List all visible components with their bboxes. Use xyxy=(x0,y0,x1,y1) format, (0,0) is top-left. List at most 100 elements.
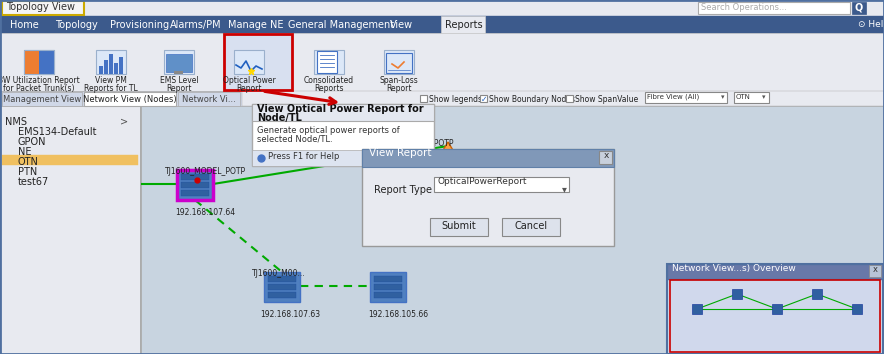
Text: Report: Report xyxy=(236,84,262,93)
Text: OTN: OTN xyxy=(18,157,39,167)
Text: Press F1 for Help: Press F1 for Help xyxy=(268,152,339,161)
Text: x: x xyxy=(603,152,609,160)
Bar xyxy=(24,50,54,74)
Text: Generate optical power reports of: Generate optical power reports of xyxy=(257,126,400,135)
Text: Report: Report xyxy=(166,84,192,93)
Bar xyxy=(0,0,884,16)
Bar xyxy=(434,177,569,192)
Bar xyxy=(181,190,209,196)
Text: Consolidated: Consolidated xyxy=(304,76,354,85)
Text: View: View xyxy=(390,20,413,30)
Bar xyxy=(667,264,883,279)
Bar xyxy=(645,92,727,103)
Text: Network View...s) Overview: Network View...s) Overview xyxy=(672,263,796,273)
Bar xyxy=(370,272,406,302)
Text: ⊙ Help: ⊙ Help xyxy=(858,20,884,29)
Bar xyxy=(732,289,742,299)
Text: OEL_POTP: OEL_POTP xyxy=(416,138,454,147)
Bar xyxy=(252,104,434,166)
Text: test67: test67 xyxy=(18,177,50,187)
Text: 192.168.105.66: 192.168.105.66 xyxy=(368,310,428,319)
Bar xyxy=(181,182,209,188)
Bar xyxy=(441,16,485,33)
Bar xyxy=(242,91,884,106)
Bar xyxy=(362,149,614,167)
Bar xyxy=(268,284,296,290)
Text: General Management: General Management xyxy=(288,20,394,30)
Text: Network Vi...: Network Vi... xyxy=(182,95,236,104)
Bar xyxy=(252,104,434,121)
Text: View Optical Power Report for: View Optical Power Report for xyxy=(257,103,423,114)
Bar xyxy=(384,50,414,74)
Bar xyxy=(234,50,264,74)
Bar xyxy=(374,292,402,298)
Text: EMS134-Default: EMS134-Default xyxy=(18,127,96,137)
Text: 192.168.107.64: 192.168.107.64 xyxy=(175,208,235,217)
Text: TJ1600_M00...: TJ1600_M00... xyxy=(252,269,306,278)
Text: 192.168.107.63: 192.168.107.63 xyxy=(260,310,320,319)
Text: Fibre View (All): Fibre View (All) xyxy=(647,94,699,101)
Text: Reports: Reports xyxy=(445,20,483,30)
Text: OpticalPowerReport: OpticalPowerReport xyxy=(437,177,527,186)
Bar xyxy=(164,50,194,74)
Text: Cancel: Cancel xyxy=(514,221,547,231)
Bar xyxy=(772,304,782,314)
Bar xyxy=(24,50,39,74)
Bar xyxy=(0,33,884,91)
Bar xyxy=(84,92,176,106)
Text: Search Operations...: Search Operations... xyxy=(701,3,787,12)
Text: Node/TL: Node/TL xyxy=(257,114,301,124)
Text: Show SpanValue: Show SpanValue xyxy=(575,95,638,104)
Bar xyxy=(119,57,123,74)
Bar xyxy=(224,34,292,90)
Bar xyxy=(667,264,883,354)
Text: Topology View: Topology View xyxy=(6,2,75,12)
Text: Alarms/PM: Alarms/PM xyxy=(170,20,222,30)
Text: Reports: Reports xyxy=(314,84,344,93)
Text: NE: NE xyxy=(18,147,32,157)
Bar xyxy=(2,155,138,165)
Bar xyxy=(181,174,209,180)
Text: Show legends: Show legends xyxy=(429,95,482,104)
Bar xyxy=(99,66,103,74)
Text: ✓: ✓ xyxy=(481,95,487,104)
Bar xyxy=(852,2,866,14)
Text: Management View: Management View xyxy=(3,95,81,104)
Text: Show Boundary Nodes: Show Boundary Nodes xyxy=(489,95,575,104)
Text: View Report: View Report xyxy=(369,148,431,159)
Text: OTN: OTN xyxy=(736,94,751,100)
Bar xyxy=(386,53,412,73)
Text: x: x xyxy=(873,265,878,274)
Bar xyxy=(140,106,884,354)
Bar xyxy=(0,91,884,106)
Bar xyxy=(314,50,344,74)
Text: View PM: View PM xyxy=(95,76,127,85)
Bar xyxy=(174,71,183,74)
Text: BW Utilization Report: BW Utilization Report xyxy=(0,76,80,85)
Bar xyxy=(812,289,822,299)
Bar xyxy=(362,149,614,246)
Text: Report: Report xyxy=(386,84,412,93)
Text: NMS: NMS xyxy=(5,117,27,127)
Bar xyxy=(24,50,54,74)
Bar xyxy=(109,54,113,74)
Text: Optical Power: Optical Power xyxy=(223,76,276,85)
Text: Network View (Nodes): Network View (Nodes) xyxy=(83,95,177,104)
Text: Manage NE: Manage NE xyxy=(228,20,284,30)
Bar xyxy=(268,276,296,282)
Text: ▾: ▾ xyxy=(562,184,567,194)
Bar xyxy=(177,170,213,200)
Bar xyxy=(264,272,300,302)
Bar xyxy=(566,95,573,102)
Bar xyxy=(698,2,850,14)
Bar xyxy=(599,151,612,164)
Text: EMS Level: EMS Level xyxy=(160,76,198,85)
Text: Report Type: Report Type xyxy=(374,185,432,195)
Bar xyxy=(96,50,126,74)
Text: Q: Q xyxy=(855,3,863,13)
Text: for Packet Trunk(s): for Packet Trunk(s) xyxy=(4,84,75,93)
Bar xyxy=(374,276,402,282)
Bar xyxy=(734,92,769,103)
Text: Provisioning: Provisioning xyxy=(110,20,169,30)
Bar xyxy=(39,50,54,74)
